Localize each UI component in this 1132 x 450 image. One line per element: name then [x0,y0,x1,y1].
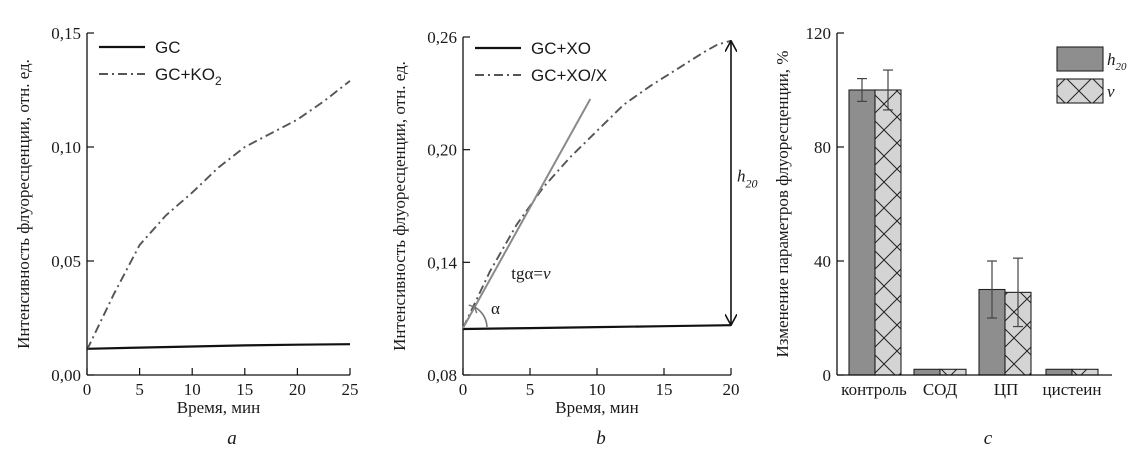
category-label: контроль [841,380,907,399]
h20-label: h20 [737,167,758,191]
legend-entry-name: GC+XO [531,39,591,58]
angle-label: α [491,299,500,318]
tangent-label: tgα=v [511,264,551,283]
y-tick-label: 0,26 [427,28,457,47]
x-tick-label: 20 [289,380,306,399]
y-tick-label: 40 [814,252,831,271]
chart-panel-b: 0,08 0,14 0,20 0,26 0 5 10 15 20 Интенсивность … [390,28,758,449]
bar-1 [848,89,876,376]
y-tick-label: 80 [814,138,831,157]
x-tick-label: 5 [135,380,144,399]
angle-arc-arrowhead [468,304,478,314]
y-tick-label: 0 [823,366,832,385]
chart-panel-c: 0 40 80 120 контроль СОД ЦП цистеин Изменение … [773,24,1127,449]
legend: GC+XO GC+XO/X [475,39,607,85]
x-tick-label: 10 [184,380,201,399]
chart-panel-a: 0,00 0,05 0,10 0,15 0 5 10 15 20 25 Интенсивност… [14,24,359,449]
legend-entry-subscript: 2 [215,74,222,88]
x-tick-label: 5 [526,380,535,399]
bar-2 [1071,368,1099,376]
legend-entry: GC+XO/X [531,66,607,85]
x-tick-label: 15 [656,380,673,399]
legend-entry: GC+KO2 [155,65,222,88]
legend: GC GC+KO2 [99,38,222,88]
series-line-2 [86,80,351,351]
y-tick-label: 0,15 [51,24,81,43]
y-tick-label: 0,10 [51,138,81,157]
legend-entry-name: v [1107,82,1115,101]
y-axis-label: Изменение параметров флуоресценции, % [773,51,792,358]
legend-swatch [1056,78,1104,104]
x-tick-label: 25 [342,380,359,399]
x-tick-label: 15 [236,380,253,399]
bar-1 [913,368,941,376]
x-tick-label: 0 [83,380,92,399]
legend-entry-name: GC+XO/X [531,66,607,85]
x-tick-label: 10 [589,380,606,399]
legend-entry-name: GC [155,38,181,57]
angle-arc [474,306,488,328]
y-tick-label: 0,20 [427,141,457,160]
y-tick-label: 0,05 [51,252,81,271]
x-tick-label: 20 [723,380,740,399]
series-line-1 [86,343,351,350]
y-tick-label: 0,08 [427,366,457,385]
x-axis-label: Время, мин [177,398,260,417]
annotations: α tgα=v h20 [462,42,758,329]
y-tick-label: 0,00 [51,366,81,385]
legend-entry: h20 [1107,50,1127,73]
legend-entry-subscript: 20 [1116,61,1128,73]
category-label: СОД [923,380,958,399]
legend-entry: GC+XO [531,39,591,58]
category-label: ЦП [994,380,1019,399]
y-axis-label: Интенсивность флуоресценции, отн. ед. [14,59,33,349]
category-label: цистеин [1043,380,1102,399]
h20-label-h: h [737,167,746,186]
y-axis-label: Интенсивность флуоресценции, отн. ед. [390,61,409,351]
tangent-label-var: v [543,264,551,283]
series-line-1 [462,324,732,331]
bar-1 [1045,368,1073,376]
legend-entry-name: h [1107,50,1116,69]
y-tick-label: 120 [806,24,832,43]
tangent-label-text: tgα= [511,264,543,283]
y-tick-label: 0,14 [427,253,457,272]
x-tick-label: 0 [459,380,468,399]
panel-letter-a: a [227,428,237,449]
legend-entry: v [1107,82,1115,101]
panel-letter-c: c [984,428,993,449]
legend-entry: GC [155,38,181,57]
legend-swatch [1056,46,1104,72]
bar-2 [939,368,967,376]
legend-entry-name: GC+KO [155,65,215,84]
bar-2 [874,89,902,376]
x-axis-label: Время, мин [555,398,638,417]
h20-label-sub: 20 [746,177,758,191]
panel-letter-b: b [596,428,606,449]
tangent-line [462,98,592,329]
